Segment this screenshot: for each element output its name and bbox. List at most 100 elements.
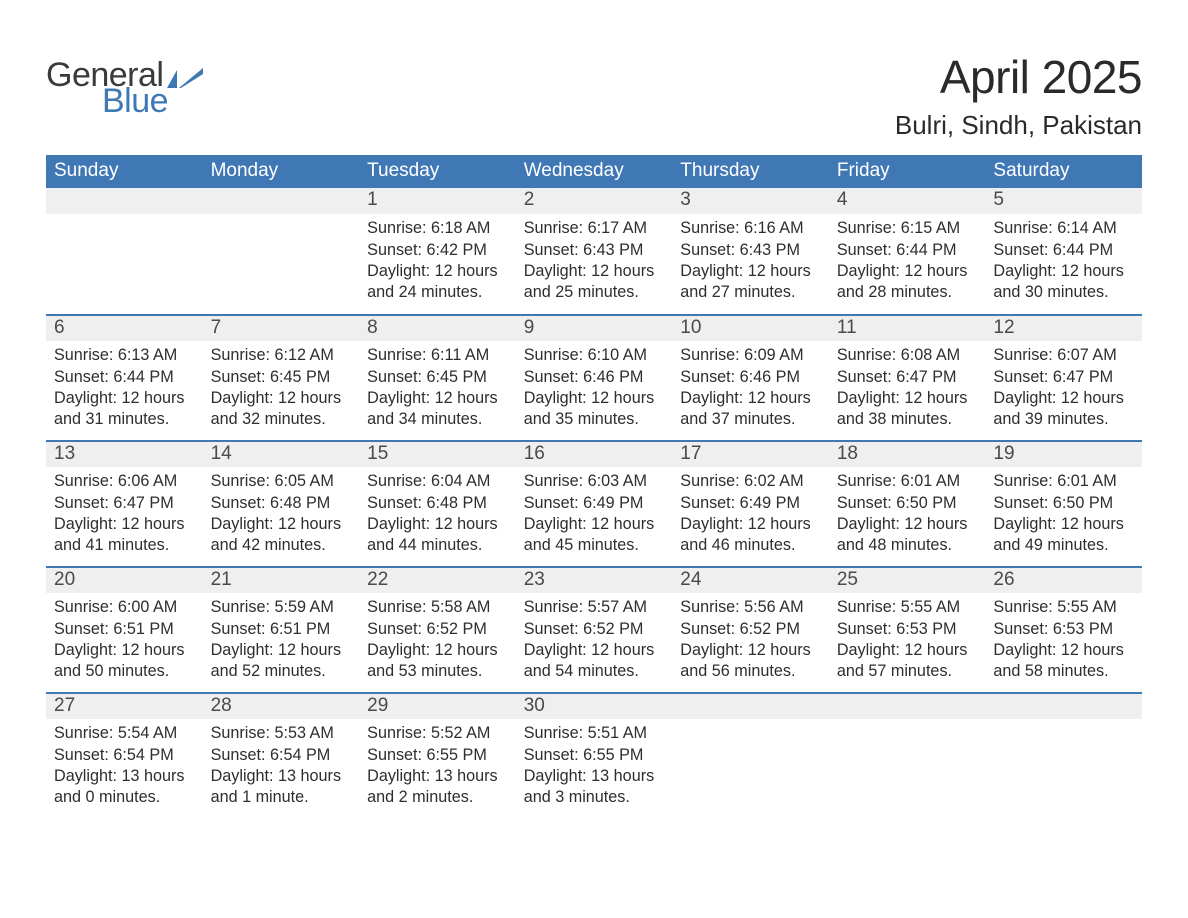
daylight-text: Daylight: 12 hours and 31 minutes. xyxy=(54,388,195,431)
sunset-text: Sunset: 6:48 PM xyxy=(211,493,352,514)
day-number: 4 xyxy=(829,188,986,214)
daylight-text: Daylight: 12 hours and 25 minutes. xyxy=(524,261,665,304)
day-cell: Sunrise: 6:11 AMSunset: 6:45 PMDaylight:… xyxy=(359,341,516,440)
sunset-text: Sunset: 6:47 PM xyxy=(837,367,978,388)
day-cell: Sunrise: 6:08 AMSunset: 6:47 PMDaylight:… xyxy=(829,341,986,440)
sunrise-text: Sunrise: 6:05 AM xyxy=(211,471,352,492)
sunset-text: Sunset: 6:52 PM xyxy=(680,619,821,640)
day-cell: Sunrise: 6:06 AMSunset: 6:47 PMDaylight:… xyxy=(46,467,203,566)
sunset-text: Sunset: 6:42 PM xyxy=(367,240,508,261)
day-number: 29 xyxy=(359,694,516,719)
daylight-text: Daylight: 12 hours and 35 minutes. xyxy=(524,388,665,431)
days-of-week-header: SundayMondayTuesdayWednesdayThursdayFrid… xyxy=(46,155,1142,188)
day-number: 11 xyxy=(829,316,986,341)
calendar-week: 6789101112Sunrise: 6:13 AMSunset: 6:44 P… xyxy=(46,314,1142,440)
day-number: 2 xyxy=(516,188,673,214)
sunset-text: Sunset: 6:49 PM xyxy=(524,493,665,514)
day-of-week-label: Thursday xyxy=(672,155,829,188)
day-number: 25 xyxy=(829,568,986,593)
day-cell xyxy=(46,214,203,314)
daylight-text: Daylight: 12 hours and 44 minutes. xyxy=(367,514,508,557)
daylight-text: Daylight: 12 hours and 56 minutes. xyxy=(680,640,821,683)
day-of-week-label: Monday xyxy=(203,155,360,188)
day-of-week-label: Saturday xyxy=(985,155,1142,188)
sunset-text: Sunset: 6:47 PM xyxy=(54,493,195,514)
day-number: 28 xyxy=(203,694,360,719)
day-cell: Sunrise: 5:59 AMSunset: 6:51 PMDaylight:… xyxy=(203,593,360,692)
day-cell: Sunrise: 5:55 AMSunset: 6:53 PMDaylight:… xyxy=(985,593,1142,692)
day-number: 7 xyxy=(203,316,360,341)
day-cell: Sunrise: 6:15 AMSunset: 6:44 PMDaylight:… xyxy=(829,214,986,314)
day-number: 13 xyxy=(46,442,203,467)
sunset-text: Sunset: 6:54 PM xyxy=(211,745,352,766)
day-number xyxy=(985,694,1142,719)
day-number xyxy=(672,694,829,719)
day-number: 12 xyxy=(985,316,1142,341)
day-number: 3 xyxy=(672,188,829,214)
day-cell: Sunrise: 5:56 AMSunset: 6:52 PMDaylight:… xyxy=(672,593,829,692)
daylight-text: Daylight: 12 hours and 39 minutes. xyxy=(993,388,1134,431)
day-cell: Sunrise: 5:55 AMSunset: 6:53 PMDaylight:… xyxy=(829,593,986,692)
month-title: April 2025 xyxy=(895,50,1142,104)
sunset-text: Sunset: 6:45 PM xyxy=(367,367,508,388)
logo-word-blue: Blue xyxy=(102,86,203,117)
sunrise-text: Sunrise: 6:01 AM xyxy=(837,471,978,492)
sunrise-text: Sunrise: 6:16 AM xyxy=(680,218,821,239)
day-cell: Sunrise: 6:13 AMSunset: 6:44 PMDaylight:… xyxy=(46,341,203,440)
day-cell: Sunrise: 5:51 AMSunset: 6:55 PMDaylight:… xyxy=(516,719,673,818)
daylight-text: Daylight: 13 hours and 3 minutes. xyxy=(524,766,665,809)
day-number: 1 xyxy=(359,188,516,214)
daylight-text: Daylight: 12 hours and 28 minutes. xyxy=(837,261,978,304)
daylight-text: Daylight: 12 hours and 54 minutes. xyxy=(524,640,665,683)
day-number: 23 xyxy=(516,568,673,593)
sunrise-text: Sunrise: 6:01 AM xyxy=(993,471,1134,492)
calendar-week: 20212223242526 Sunrise: 6:00 AM Sunset: 6:… xyxy=(46,566,1142,692)
day-number-row: 6789101112 xyxy=(46,316,1142,341)
sunset-text: Sunset: 6:53 PM xyxy=(993,619,1134,640)
day-number: 20 xyxy=(46,568,203,593)
day-number: 30 xyxy=(516,694,673,719)
day-cell: Sunrise: 6:12 AMSunset: 6:45 PMDaylight:… xyxy=(203,341,360,440)
sunset-text: Sunset: 6:49 PM xyxy=(680,493,821,514)
sunrise-text: Sunrise: 5:58 AM xyxy=(367,597,508,618)
day-number: 16 xyxy=(516,442,673,467)
day-cell: Sunrise: 6:14 AMSunset: 6:44 PMDaylight:… xyxy=(985,214,1142,314)
day-cell: Sunrise: 6:10 AMSunset: 6:46 PMDaylight:… xyxy=(516,341,673,440)
sunset-text: Sunset: 6:51 PM xyxy=(211,619,352,640)
calendar-week: 12345Sunrise: 6:18 AMSunset: 6:42 PMDayl… xyxy=(46,188,1142,314)
sunset-text: Sunset: 6:48 PM xyxy=(367,493,508,514)
day-cell: Sunrise: 6:05 AMSunset: 6:48 PMDaylight:… xyxy=(203,467,360,566)
day-number: 5 xyxy=(985,188,1142,214)
day-number: 26 xyxy=(985,568,1142,593)
daylight-text: Daylight: 12 hours and 30 minutes. xyxy=(993,261,1134,304)
daylight-text: Daylight: 12 hours and 24 minutes. xyxy=(367,261,508,304)
day-cell xyxy=(985,719,1142,818)
sunrise-text: Sunrise: 6:03 AM xyxy=(524,471,665,492)
sunset-text: Sunset: 6:44 PM xyxy=(993,240,1134,261)
day-number-row: 27282930 xyxy=(46,694,1142,719)
daylight-text: Daylight: 12 hours and 45 minutes. xyxy=(524,514,665,557)
day-cell: Sunrise: 5:52 AMSunset: 6:55 PMDaylight:… xyxy=(359,719,516,818)
day-number: 14 xyxy=(203,442,360,467)
sunset-text: Sunset: 6:44 PM xyxy=(837,240,978,261)
day-number-row: 20212223242526 xyxy=(46,568,1142,593)
calendar: SundayMondayTuesdayWednesdayThursdayFrid… xyxy=(46,155,1142,818)
day-cell: Sunrise: 6:09 AMSunset: 6:46 PMDaylight:… xyxy=(672,341,829,440)
sunset-text: Sunset: 6:55 PM xyxy=(524,745,665,766)
day-cell xyxy=(672,719,829,818)
daylight-text: Daylight: 12 hours and 37 minutes. xyxy=(680,388,821,431)
day-cell: Sunrise: 6:04 AMSunset: 6:48 PMDaylight:… xyxy=(359,467,516,566)
sunrise-text: Sunrise: 5:53 AM xyxy=(211,723,352,744)
calendar-week: 27282930Sunrise: 5:54 AMSunset: 6:54 PMD… xyxy=(46,692,1142,818)
sunset-text: Sunset: 6:50 PM xyxy=(837,493,978,514)
daylight-text: Daylight: 12 hours and 27 minutes. xyxy=(680,261,821,304)
day-number: 10 xyxy=(672,316,829,341)
day-number: 21 xyxy=(203,568,360,593)
day-number: 9 xyxy=(516,316,673,341)
day-number xyxy=(829,694,986,719)
day-number xyxy=(203,188,360,214)
daylight-text: Daylight: 12 hours and 34 minutes. xyxy=(367,388,508,431)
sunset-text: Sunset: 6:43 PM xyxy=(680,240,821,261)
sunrise-text: Sunrise: 6:13 AM xyxy=(54,345,195,366)
sunrise-text: Sunrise: 6:00 AM xyxy=(54,597,195,618)
